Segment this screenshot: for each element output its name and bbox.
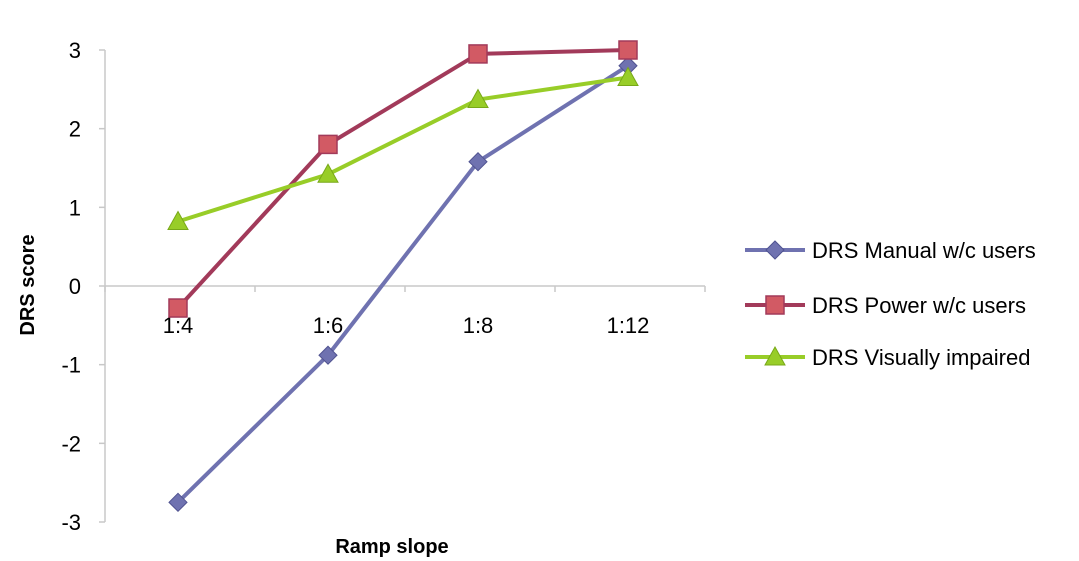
y-tick-label: 3 bbox=[69, 38, 81, 63]
y-axis-title: DRS score bbox=[17, 234, 39, 335]
series-line bbox=[177, 75, 629, 224]
y-tick-label: 1 bbox=[69, 195, 81, 220]
y-tick-label: -1 bbox=[61, 353, 81, 378]
legend-marker bbox=[765, 295, 785, 315]
legend-item: DRS Visually impaired bbox=[745, 345, 1030, 370]
data-point bbox=[318, 134, 338, 155]
legend: DRS Manual w/c users DRS Power w/c users D… bbox=[745, 238, 1036, 370]
y-tick-label: 2 bbox=[69, 117, 81, 142]
legend-item: DRS Manual w/c users bbox=[745, 238, 1036, 263]
x-axis: 1:4 1:6 1:8 1:12 bbox=[104, 285, 706, 338]
x-tick-label: 1:12 bbox=[607, 313, 650, 338]
data-point bbox=[168, 298, 188, 318]
x-tick-label: 1:8 bbox=[463, 313, 494, 338]
y-tick-label: -3 bbox=[61, 510, 81, 535]
y-axis: 3 2 1 0 -1 -2 -3 bbox=[61, 38, 106, 535]
data-point bbox=[317, 163, 339, 183]
legend-label: DRS Manual w/c users bbox=[812, 238, 1036, 263]
legend-label: DRS Visually impaired bbox=[812, 345, 1030, 370]
legend-marker bbox=[764, 345, 786, 366]
series-layer bbox=[167, 40, 639, 513]
series-line bbox=[176, 48, 629, 310]
data-point bbox=[168, 492, 188, 513]
legend-item: DRS Power w/c users bbox=[745, 293, 1026, 318]
series-1 bbox=[168, 56, 638, 513]
data-point bbox=[618, 40, 638, 60]
data-point bbox=[468, 44, 488, 64]
x-axis-title: Ramp slope bbox=[335, 536, 448, 558]
data-point bbox=[167, 210, 189, 230]
data-point bbox=[467, 88, 489, 109]
data-point bbox=[468, 151, 488, 172]
series-3 bbox=[167, 66, 639, 230]
legend-label: DRS Power w/c users bbox=[812, 293, 1026, 318]
y-tick-label: 0 bbox=[69, 274, 81, 299]
y-tick-label: -2 bbox=[61, 431, 81, 456]
data-point bbox=[318, 345, 338, 365]
data-point bbox=[617, 66, 639, 87]
legend-marker bbox=[765, 240, 785, 260]
series-2 bbox=[168, 40, 638, 318]
x-tick-label: 1:6 bbox=[313, 313, 344, 338]
series-line bbox=[176, 64, 630, 504]
